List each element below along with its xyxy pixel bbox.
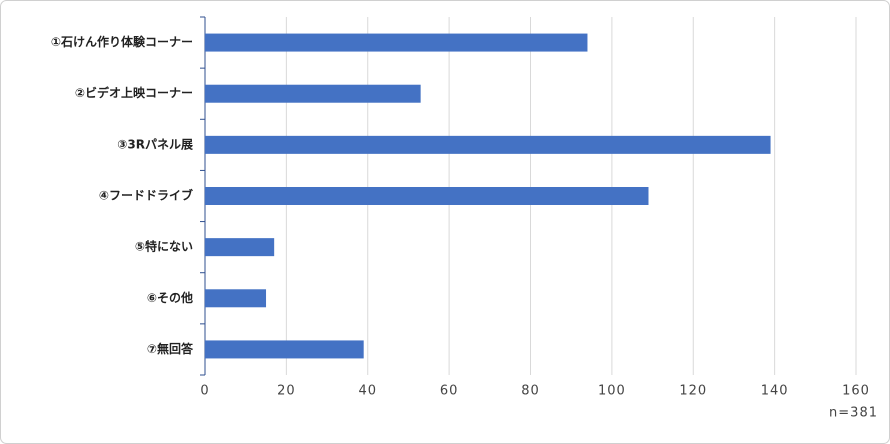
y-tick-label: ①石けん作り体験コーナー <box>51 34 193 49</box>
x-tick-label: 0 <box>200 384 209 399</box>
x-tick-label: 20 <box>277 384 296 399</box>
bar <box>205 238 275 257</box>
x-tick-label: 120 <box>679 384 707 399</box>
bar <box>205 135 771 154</box>
bar <box>205 33 588 52</box>
x-tick-label: 140 <box>761 384 789 399</box>
annotation: n=381 <box>829 406 878 421</box>
x-tick-label: 160 <box>842 384 870 399</box>
x-tick-label: 60 <box>440 384 459 399</box>
bar <box>205 289 267 308</box>
y-tick-label: ②ビデオ上映コーナー <box>75 85 193 100</box>
x-tick-label: 100 <box>598 384 626 399</box>
bar <box>205 84 421 103</box>
y-tick-label: ⑤特にない <box>135 239 193 254</box>
y-tick-label: ⑦無回答 <box>147 341 194 356</box>
bar <box>205 187 649 205</box>
y-tick-label: ④フードドライブ <box>99 188 193 203</box>
x-tick-label: 40 <box>358 384 377 399</box>
y-tick-label: ③3Rパネル展 <box>117 137 193 151</box>
y-tick-label: ⑥その他 <box>147 290 193 305</box>
bar <box>205 340 364 359</box>
x-tick-label: 80 <box>521 384 540 399</box>
